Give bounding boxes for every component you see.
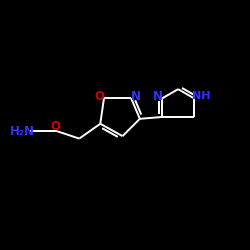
Text: NH: NH — [192, 92, 210, 102]
Text: O: O — [51, 120, 61, 133]
Text: N: N — [131, 90, 141, 103]
Text: N: N — [153, 90, 163, 103]
Text: O: O — [94, 90, 104, 103]
Text: H₂N: H₂N — [10, 125, 34, 138]
